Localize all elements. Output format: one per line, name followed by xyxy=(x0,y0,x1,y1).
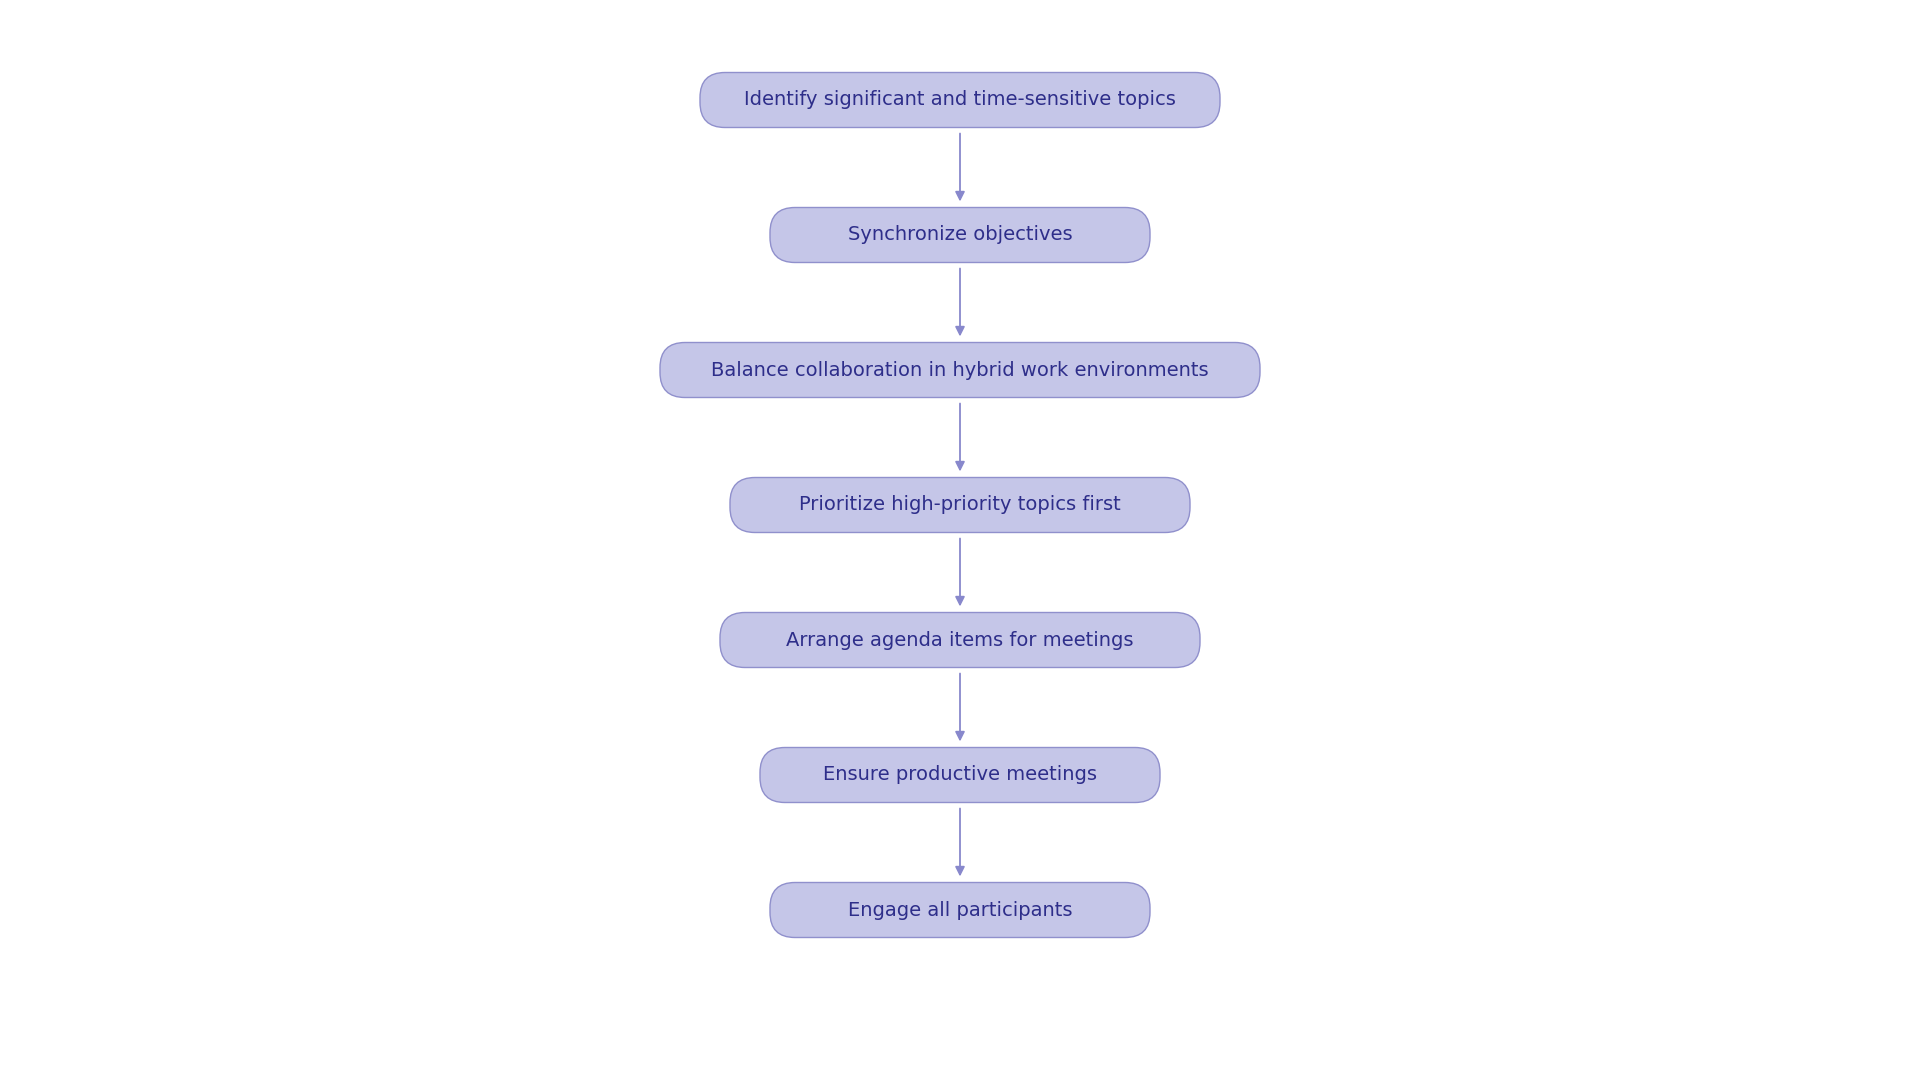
FancyBboxPatch shape xyxy=(770,207,1150,262)
FancyBboxPatch shape xyxy=(730,477,1190,532)
Text: Engage all participants: Engage all participants xyxy=(849,901,1071,919)
FancyBboxPatch shape xyxy=(720,612,1200,667)
FancyBboxPatch shape xyxy=(760,747,1160,802)
Text: Arrange agenda items for meetings: Arrange agenda items for meetings xyxy=(787,631,1133,649)
FancyBboxPatch shape xyxy=(770,882,1150,937)
Text: Prioritize high-priority topics first: Prioritize high-priority topics first xyxy=(799,496,1121,514)
Text: Balance collaboration in hybrid work environments: Balance collaboration in hybrid work env… xyxy=(710,361,1210,379)
FancyBboxPatch shape xyxy=(701,72,1219,127)
Text: Synchronize objectives: Synchronize objectives xyxy=(849,226,1071,244)
FancyBboxPatch shape xyxy=(660,342,1260,397)
Text: Ensure productive meetings: Ensure productive meetings xyxy=(824,766,1096,784)
Text: Identify significant and time-sensitive topics: Identify significant and time-sensitive … xyxy=(745,91,1175,109)
